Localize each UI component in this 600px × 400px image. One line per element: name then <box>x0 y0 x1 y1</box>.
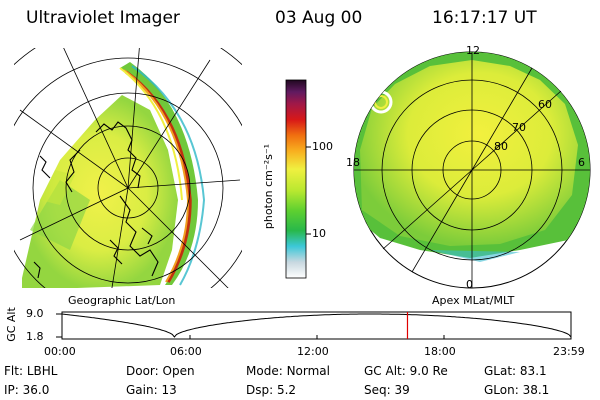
mlt-label-0: 0 <box>466 278 473 291</box>
instrument-title: Ultraviolet Imager <box>26 8 180 28</box>
orbit-plot <box>56 311 572 340</box>
orbit-xtick-1200: 12:00 <box>297 345 329 358</box>
mlat-label-60: 60 <box>538 98 552 111</box>
mlt-label-12: 12 <box>466 44 480 57</box>
status-glon: GLon: 38.1 <box>484 383 550 397</box>
status-ip: IP: 36.0 <box>4 383 50 397</box>
status-gc-alt: GC Alt: 9.0 Re <box>364 364 448 378</box>
left-panel-caption: Geographic Lat/Lon <box>68 294 176 307</box>
orbit-ytick-high: 9.0 <box>26 307 44 320</box>
status-seq: Seq: 39 <box>364 383 410 397</box>
status-glat: GLat: 83.1 <box>484 364 547 378</box>
orbit-ytick-low: 1.8 <box>26 330 44 343</box>
mlat-label-70: 70 <box>512 121 526 134</box>
orbit-xtick-0600: 06:00 <box>170 345 202 358</box>
right-panel-caption: Apex MLat/MLT <box>432 294 515 307</box>
orbit-xtick-2359: 23:59 <box>553 345 585 358</box>
mlt-label-18: 18 <box>346 156 360 169</box>
observation-time: 16:17:17 UT <box>432 8 537 28</box>
geographic-image <box>14 48 242 288</box>
observation-date: 03 Aug 00 <box>275 8 363 28</box>
colorbar-label-100: 100 <box>312 140 333 153</box>
altitude-curve <box>61 313 572 338</box>
orbit-xtick-0000: 00:00 <box>44 345 76 358</box>
status-mode: Mode: Normal <box>246 364 330 378</box>
status-filter: Flt: LBHL <box>4 364 58 378</box>
colorbar <box>285 79 307 279</box>
colorbar-unit-label: photon cm⁻²s⁻¹ <box>262 143 276 230</box>
status-dsp: Dsp: 5.2 <box>246 383 297 397</box>
mlt-label-6: 6 <box>578 156 585 169</box>
orbit-ylabel: GC Alt <box>4 307 18 342</box>
mlat-label-80: 80 <box>494 140 508 153</box>
status-door: Door: Open <box>126 364 195 378</box>
orbit-xtick-1800: 18:00 <box>424 345 456 358</box>
colorbar-label-10: 10 <box>312 227 326 240</box>
status-gain: Gain: 13 <box>126 383 177 397</box>
mlat-mlt-plot <box>353 51 591 289</box>
